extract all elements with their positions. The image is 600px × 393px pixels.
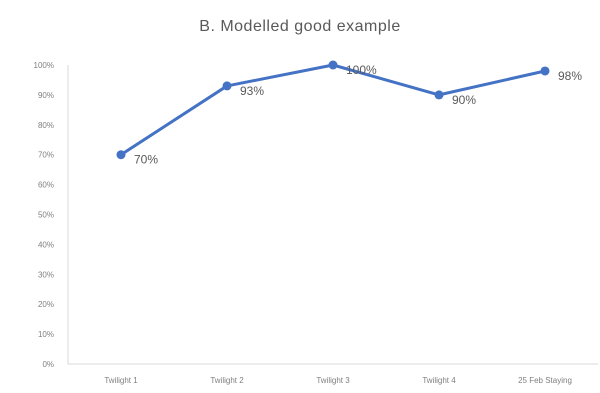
data-markers (116, 60, 550, 160)
x-tick-label: Twilight 2 (210, 376, 244, 385)
data-label: 90% (452, 93, 476, 107)
x-tick-label: Twilight 4 (422, 376, 456, 385)
y-tick-label: 30% (38, 270, 54, 279)
x-tick-label: 25 Feb Staying (518, 376, 572, 385)
x-tick-label: Twilight 3 (316, 376, 350, 385)
data-point-marker (328, 60, 338, 70)
y-tick-label: 70% (38, 151, 54, 160)
data-label: 98% (558, 69, 582, 83)
y-tick-label: 0% (42, 360, 54, 369)
y-tick-label: 20% (38, 300, 54, 309)
y-tick-label: 50% (38, 211, 54, 220)
y-axis-labels: 0% 10% 20% 30% 40% 50% 60% 70% 80% 90% 100% (34, 61, 54, 369)
y-tick-label: 10% (38, 330, 54, 339)
data-point-marker (540, 66, 550, 76)
data-labels: 70% 93% 100% 90% 98% (134, 63, 582, 167)
data-point-marker (434, 90, 444, 100)
data-point-marker (222, 81, 232, 91)
y-tick-label: 90% (38, 91, 54, 100)
y-tick-label: 80% (38, 121, 54, 130)
y-tick-label: 40% (38, 240, 54, 249)
data-label: 93% (240, 84, 264, 98)
data-label: 70% (134, 153, 158, 167)
data-point-marker (116, 150, 126, 160)
series-line (119, 63, 547, 157)
x-axis-labels: Twilight 1 Twilight 2 Twilight 3 Twilight 4… (104, 376, 572, 385)
x-tick-label: Twilight 1 (104, 376, 138, 385)
y-tick-label: 100% (34, 61, 54, 70)
chart-title: B. Modelled good example (199, 18, 401, 35)
data-label: 100% (346, 63, 377, 77)
y-tick-label: 60% (38, 181, 54, 190)
